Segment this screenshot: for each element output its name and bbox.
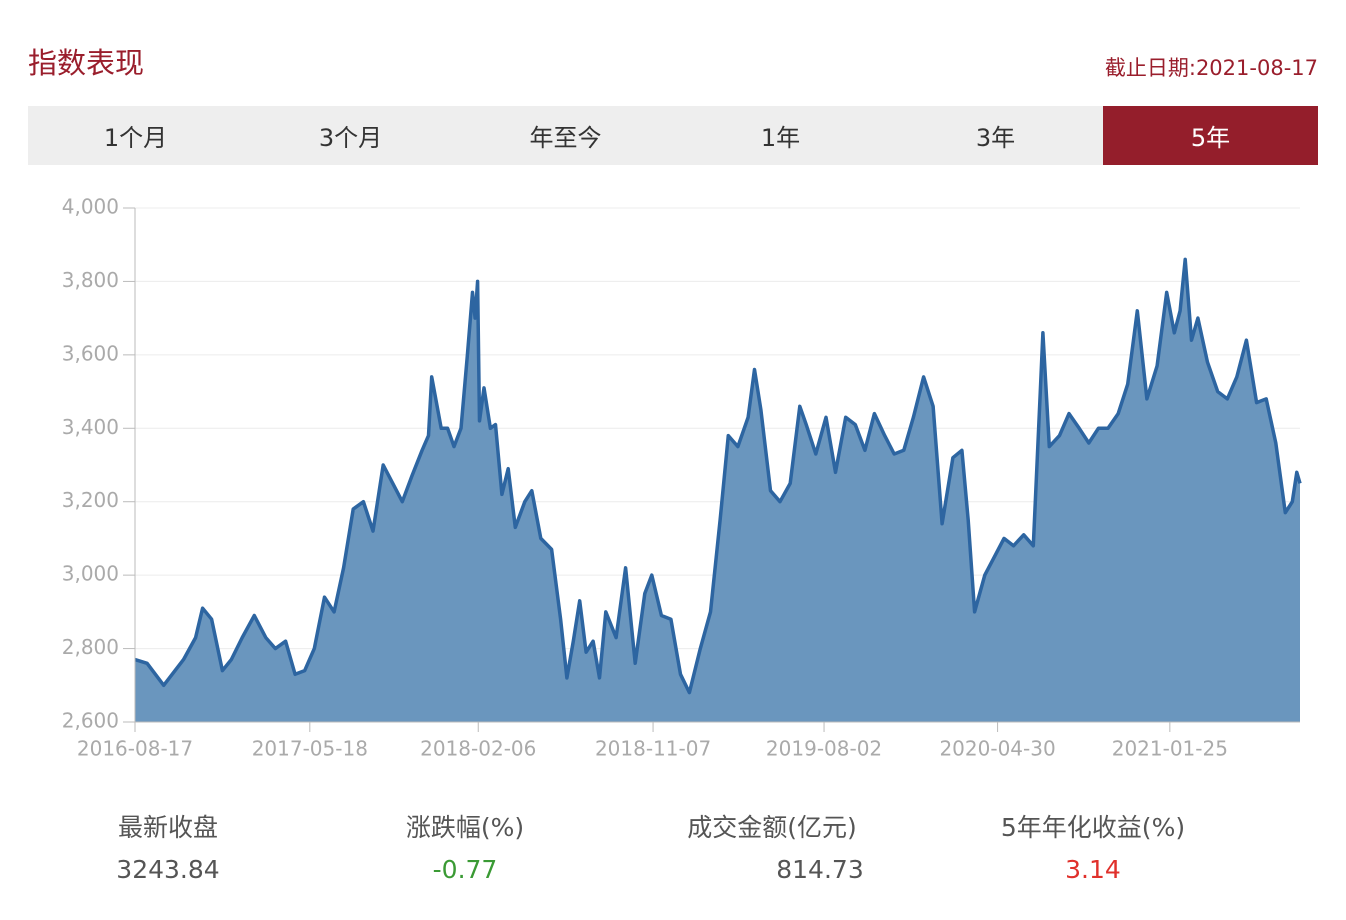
stat-label: 涨跌幅(%) xyxy=(405,813,525,842)
y-tick-label: 4,000 xyxy=(62,195,119,219)
tab[interactable]: 1个月 xyxy=(103,124,168,152)
stat-value: -0.77 xyxy=(432,855,498,884)
stat-value: 3243.84 xyxy=(116,855,220,884)
chart: 2,600 2,800 3,000 3,200 3,400 3,600 3,800 4,000… xyxy=(62,195,1302,761)
stat-value: 814.73 xyxy=(776,855,864,884)
period-tabs: 1个月 3个月 年至今 1年 3年 5年 xyxy=(28,106,1318,165)
x-tick-label: 2021-01-25 xyxy=(1112,737,1228,761)
x-tick-label: 2018-11-07 xyxy=(595,737,711,761)
tab[interactable]: 1年 xyxy=(760,124,801,152)
stat-label: 最新收盘 xyxy=(117,813,218,842)
y-tick-label: 2,800 xyxy=(62,635,119,659)
stat-value: 3.14 xyxy=(1065,855,1121,884)
line xyxy=(134,257,1302,695)
y-tick-label: 3,000 xyxy=(62,562,119,586)
tab[interactable]: 5年 xyxy=(1103,106,1318,165)
area xyxy=(135,259,1300,722)
y-tick-label: 3,800 xyxy=(62,268,119,292)
tab[interactable]: 3年 xyxy=(975,124,1016,152)
x-tick-label: 2018-02-06 xyxy=(420,737,536,761)
x-tick-label: 2019-08-02 xyxy=(766,737,882,761)
y-tick-label: 3,600 xyxy=(62,341,119,365)
x-tick-label: 2020-04-30 xyxy=(939,737,1055,761)
tab[interactable]: 年至今 xyxy=(529,124,602,152)
page-title: 指数表现 xyxy=(28,46,145,80)
y-tick-label: 2,600 xyxy=(62,709,119,733)
as-of-date: 截止日期:2021-08-17 xyxy=(1104,56,1318,80)
y-tick-label: 3,400 xyxy=(62,415,119,439)
x-tick-label: 2016-08-17 xyxy=(77,737,193,761)
tab[interactable]: 3个月 xyxy=(318,124,383,152)
stat-label: 成交金额(亿元) xyxy=(687,813,857,842)
x-tick-label: 2017-05-18 xyxy=(252,737,368,761)
stat-label: 5年年化收益(%) xyxy=(1000,813,1186,842)
y-tick-label: 3,200 xyxy=(62,488,119,512)
